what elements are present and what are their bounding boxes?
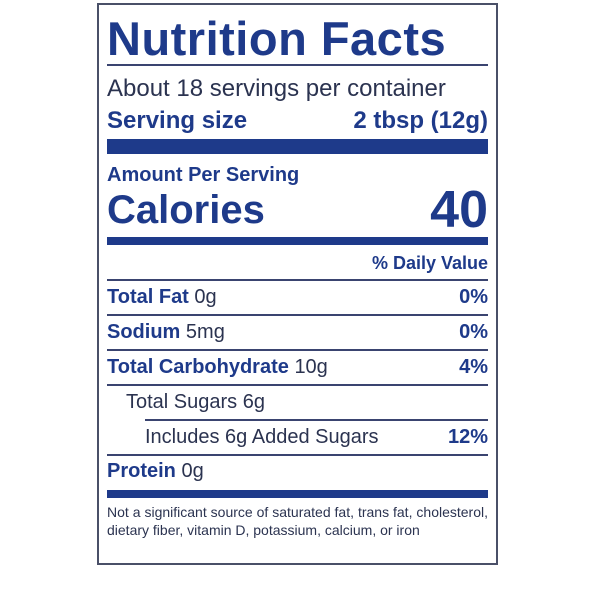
divider <box>145 419 488 421</box>
nutrient-dv: 0% <box>459 321 488 343</box>
nutrient-dv: 12% <box>447 426 488 448</box>
divider <box>107 279 488 281</box>
nutrient-name: Sodium <box>107 321 181 343</box>
nutrient-amount: 5mg <box>185 321 225 343</box>
thick-divider <box>107 139 488 154</box>
nutrient-row-sodium: Sodium 5mg 0% <box>107 319 488 345</box>
divider <box>107 384 488 386</box>
serving-size-label: Serving size <box>107 107 248 134</box>
nutrient-name: Total Carbohydrate <box>107 356 289 378</box>
divider <box>107 64 488 66</box>
footnote: Not a significant source of saturated fa… <box>107 504 488 538</box>
amount-per-serving: Amount Per Serving <box>107 164 300 186</box>
serving-size-value: 2 tbsp (12g) <box>353 107 488 134</box>
divider <box>107 454 488 456</box>
label-title: Nutrition Facts <box>107 12 447 65</box>
nutrient-row-total-fat: Total Fat 0g 0% <box>107 284 488 310</box>
nutrient-row-added-sugars: Includes 6g Added Sugars 12% <box>145 424 488 450</box>
nutrient-name: Protein <box>107 460 176 482</box>
divider <box>107 349 488 351</box>
nutrition-facts-label: Nutrition Facts About 18 servings per co… <box>97 3 498 565</box>
divider <box>107 314 488 316</box>
nutrient-amount: 0g <box>181 460 204 482</box>
medium-divider <box>107 237 488 245</box>
nutrient-name: Total Sugars 6g <box>126 391 265 413</box>
nutrient-amount: 10g <box>294 356 328 378</box>
nutrient-name: Total Fat <box>107 286 189 308</box>
calories-value: 40 <box>430 181 488 239</box>
servings-per-container: About 18 servings per container <box>107 75 446 102</box>
nutrient-row-total-sugars: Total Sugars 6g <box>126 389 488 415</box>
nutrient-row-protein: Protein 0g <box>107 458 488 484</box>
nutrient-dv: 0% <box>459 286 488 308</box>
nutrient-amount: 0g <box>194 286 217 308</box>
medium-divider <box>107 490 488 498</box>
nutrient-dv: 4% <box>459 356 488 378</box>
daily-value-header: % Daily Value <box>371 253 488 273</box>
calories-label: Calories <box>107 188 265 232</box>
nutrient-name: Includes 6g Added Sugars <box>145 426 379 448</box>
nutrient-row-total-carbohydrate: Total Carbohydrate 10g 4% <box>107 354 488 380</box>
